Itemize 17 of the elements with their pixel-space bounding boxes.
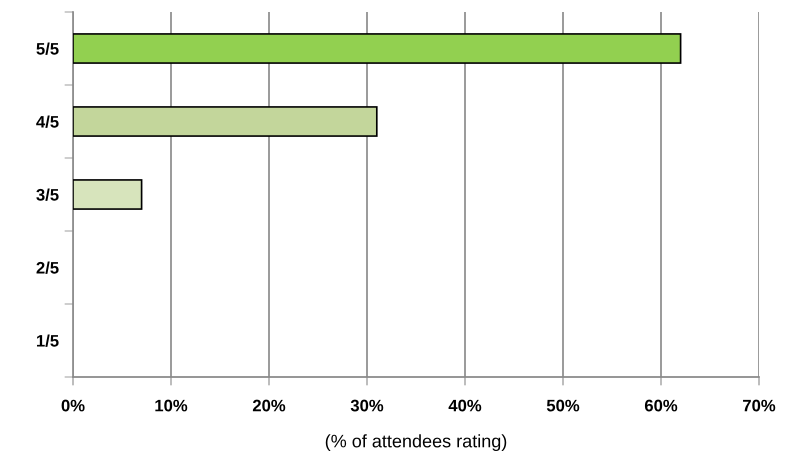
x-tick-label: 70% — [743, 400, 776, 412]
x-tick-label: 0% — [62, 400, 85, 412]
x-tick-label: 10% — [155, 400, 188, 412]
y-tick-label: 5/5 — [36, 42, 59, 55]
x-tick-label: 60% — [644, 400, 678, 412]
bar — [73, 33, 682, 64]
x-tick-label: 40% — [448, 400, 482, 412]
y-tick-label: 1/5 — [36, 334, 59, 347]
x-tick-label: 20% — [252, 400, 286, 412]
x-tick-label: 30% — [350, 400, 384, 412]
x-tick-label: 50% — [546, 400, 580, 412]
x-axis-title: (% of attendees rating) — [326, 434, 506, 452]
bar — [73, 106, 378, 137]
y-tick-label: 3/5 — [36, 188, 59, 201]
bar — [73, 179, 142, 210]
y-tick-label: 2/5 — [36, 261, 59, 274]
y-tick-label: 4/5 — [36, 115, 59, 128]
